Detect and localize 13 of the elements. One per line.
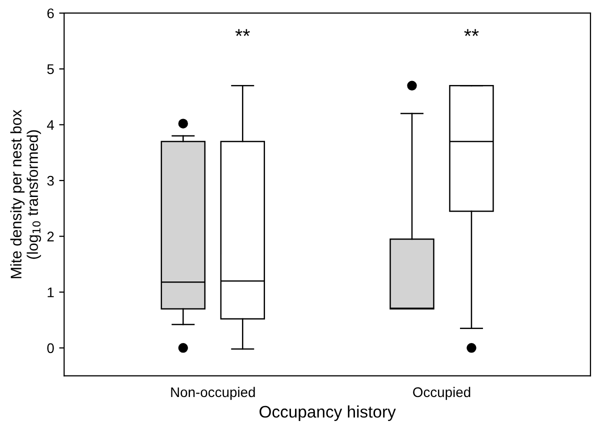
x-tick-label: Occupied bbox=[413, 386, 470, 400]
annotation: ** bbox=[235, 29, 250, 36]
x-tick-label: Non-occupied bbox=[171, 386, 255, 400]
y-tick-label: 4 bbox=[47, 120, 54, 130]
annotation: ** bbox=[464, 29, 479, 36]
y-tick-label: 5 bbox=[47, 64, 54, 74]
x-axis-title: Occupancy history bbox=[260, 405, 396, 421]
y-tick-label: 2 bbox=[47, 232, 54, 242]
y-tick-label: 6 bbox=[47, 8, 54, 18]
y-axis-title: Mite density per nest box (log$_{10}$ transformed) bbox=[10, 110, 42, 278]
y-tick-label: 0 bbox=[47, 343, 54, 354]
y-tick-label: 1 bbox=[48, 288, 54, 298]
y-tick-label: 3 bbox=[47, 176, 54, 186]
